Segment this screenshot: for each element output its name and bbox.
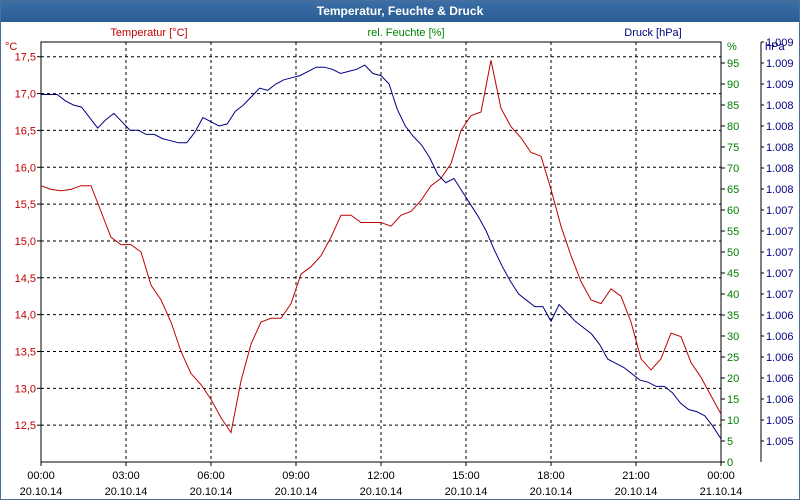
humidity-tick-label: 35 (727, 310, 739, 322)
time-tick-label: 09:00 (282, 470, 310, 482)
pressure-tick-label: 1.008 (766, 100, 794, 112)
pressure-tick-label: 1.007 (766, 205, 794, 217)
series-lines (40, 60, 722, 440)
humidity-tick-label: 60 (727, 205, 739, 217)
date-tick-label: 21.10.14 (700, 486, 743, 498)
grid-lines (41, 42, 721, 462)
humidity-tick-label: 70 (727, 163, 739, 175)
time-tick-label: 03:00 (112, 470, 140, 482)
temperature-tick-label: 12,5 (15, 420, 36, 432)
temperature-series-line (40, 60, 722, 434)
temperature-tick-label: 13,0 (15, 383, 36, 395)
pressure-tick-label: 1.006 (766, 352, 794, 364)
humidity-tick-label: 50 (727, 247, 739, 259)
humidity-tick-label: 20 (727, 373, 739, 385)
axis-temperature: 12,5 13,0 13,5 14,0 14,5 15,0 15,5 16,0 16,5 17,0… (15, 52, 41, 432)
pressure-tick-label: 1.007 (766, 289, 794, 301)
pressure-tick-label: 1.009 (766, 79, 794, 91)
humidity-axis-label: rel. Feuchte [%] (367, 27, 444, 39)
weather-chart: 12,5 13,0 13,5 14,0 14,5 15,0 15,5 16,0 16,5 17,0… (5, 27, 794, 498)
time-tick-label: 06:00 (197, 470, 225, 482)
pressure-tick-label: 1.008 (766, 121, 794, 133)
humidity-unit: % (727, 41, 737, 53)
temperature-tick-label: 16,0 (15, 162, 36, 174)
humidity-tick-label: 85 (727, 100, 739, 112)
temperature-tick-label: 17,5 (15, 52, 36, 64)
pressure-tick-label: 1.006 (766, 373, 794, 385)
pressure-tick-label: 1.006 (766, 394, 794, 406)
pressure-unit: hPa (765, 41, 785, 53)
date-tick-label: 20.10.14 (20, 486, 63, 498)
temperature-unit: °C (5, 41, 17, 53)
humidity-tick-label: 0 (727, 457, 733, 469)
time-tick-label: 15:00 (452, 470, 480, 482)
pressure-series-line (41, 64, 722, 440)
humidity-tick-label: 75 (727, 142, 739, 154)
axis-pressure: 1.005 1.005 1.006 1.006 1.006 1.006 1.006 1.007… (760, 37, 794, 462)
date-tick-label: 20.10.14 (445, 486, 488, 498)
date-tick-label: 20.10.14 (530, 486, 573, 498)
temperature-tick-label: 14,0 (15, 310, 36, 322)
humidity-tick-label: 5 (727, 436, 733, 448)
humidity-tick-label: 15 (727, 394, 739, 406)
date-tick-label: 20.10.14 (190, 486, 233, 498)
pressure-tick-label: 1.007 (766, 226, 794, 238)
pressure-tick-label: 1.009 (766, 37, 794, 49)
pressure-tick-label: 1.008 (766, 142, 794, 154)
date-tick-label: 20.10.14 (275, 486, 318, 498)
temperature-tick-label: 15,5 (15, 199, 36, 211)
pressure-tick-label: 1.006 (766, 310, 794, 322)
temperature-tick-label: 16,5 (15, 125, 36, 137)
temperature-tick-label: 15,0 (15, 236, 36, 248)
axis-time: 00:00 20.10.14 03:00 20.10.14 06:00 20.10.14 0… (20, 462, 743, 498)
humidity-tick-label: 65 (727, 184, 739, 196)
temperature-axis-label: Temperatur [°C] (110, 27, 187, 39)
date-tick-label: 20.10.14 (615, 486, 658, 498)
pressure-tick-label: 1.005 (766, 436, 794, 448)
date-tick-label: 20.10.14 (360, 486, 403, 498)
humidity-tick-label: 55 (727, 226, 739, 238)
time-tick-label: 00:00 (27, 470, 55, 482)
humidity-tick-label: 80 (727, 121, 739, 133)
humidity-tick-label: 90 (727, 79, 739, 91)
pressure-tick-label: 1.005 (766, 415, 794, 427)
pressure-tick-label: 1.008 (766, 184, 794, 196)
humidity-tick-label: 30 (727, 331, 739, 343)
time-tick-label: 18:00 (537, 470, 565, 482)
time-tick-label: 00:00 (707, 470, 735, 482)
temperature-tick-label: 17,0 (15, 89, 36, 101)
pressure-tick-label: 1.007 (766, 268, 794, 280)
time-tick-label: 12:00 (367, 470, 395, 482)
humidity-tick-label: 10 (727, 415, 739, 427)
pressure-axis-label: Druck [hPa] (624, 27, 681, 39)
humidity-tick-label: 40 (727, 289, 739, 301)
temperature-tick-label: 14,5 (15, 273, 36, 285)
axis-humidity: 0 5 10 15 20 25 30 35 40 45 50 55 60 65 70 75 80 85 90 95 (721, 58, 739, 469)
pressure-tick-label: 1.009 (766, 58, 794, 70)
pressure-tick-label: 1.007 (766, 247, 794, 259)
pressure-tick-label: 1.006 (766, 331, 794, 343)
pressure-tick-label: 1.008 (766, 163, 794, 175)
humidity-tick-label: 95 (727, 58, 739, 70)
temperature-tick-label: 13,5 (15, 346, 36, 358)
date-tick-label: 20.10.14 (105, 486, 148, 498)
humidity-tick-label: 25 (727, 352, 739, 364)
time-tick-label: 21:00 (622, 470, 650, 482)
humidity-tick-label: 45 (727, 268, 739, 280)
window-title: Temperatur, Feuchte & Druck (1, 1, 799, 22)
